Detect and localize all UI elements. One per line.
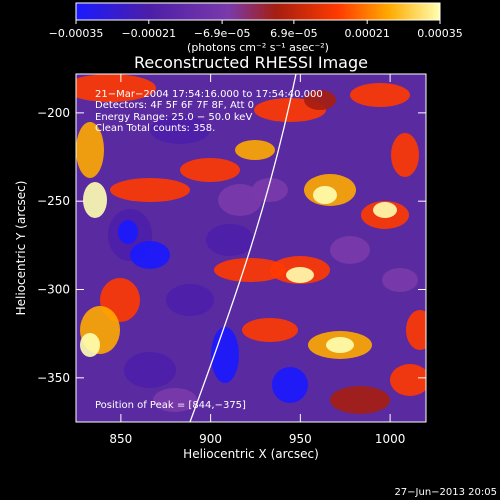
plot-frame (75, 73, 427, 423)
y-tick-label: −200 (37, 106, 70, 120)
heatmap-image (76, 74, 426, 422)
colorbar (75, 2, 441, 21)
x-axis-ticks: 850 900 950 1000 (109, 74, 405, 446)
y-tick-label: −300 (37, 283, 70, 297)
chart-title: Reconstructed RHESSI Image (134, 53, 368, 72)
colorbar-tick-label: −0.00035 (49, 27, 104, 40)
colorbar-ticks: −0.00035 −0.00021 −6.9e−05 6.9e−05 0.00021 0.… (49, 20, 463, 40)
annotation-time: 21−Mar−2004 17:54:16.000 to 17:54:40.000 (95, 89, 323, 100)
solar-limb-curve (189, 74, 297, 422)
y-tick-label: −350 (37, 371, 70, 385)
x-tick-label: 900 (199, 432, 222, 446)
x-tick-label: 950 (289, 432, 312, 446)
annotation-detectors: Detectors: 4F 5F 6F 7F 8F, Att 0 (95, 100, 254, 111)
colorbar-tick-label: 0.00035 (417, 27, 463, 40)
x-axis-label: Heliocentric X (arcsec) (183, 447, 319, 461)
annotation-counts: Clean Total counts: 358. (95, 123, 215, 134)
annotation-energy: Energy Range: 25.0 − 50.0 keV (95, 112, 252, 123)
colorbar-tick-label: −6.9e−05 (194, 27, 251, 40)
x-tick-label: 1000 (375, 432, 406, 446)
colorbar-tick-label: 0.00021 (344, 27, 390, 40)
colorbar-tick-label: −0.00021 (121, 27, 176, 40)
y-axis-ticks: −350 −300 −250 −200 (37, 106, 426, 385)
annotation-peak: Position of Peak = [844,−375] (95, 400, 246, 411)
colorbar-unit-label: (photons cm⁻² s⁻¹ asec⁻²) (187, 41, 329, 54)
footer-date: 27−Jun−2013 20:05 (394, 487, 497, 498)
y-tick-label: −250 (37, 194, 70, 208)
y-axis-label: Heliocentric Y (arcsec) (14, 181, 28, 316)
x-tick-label: 850 (109, 432, 132, 446)
colorbar-tick-label: 6.9e−05 (270, 27, 317, 40)
